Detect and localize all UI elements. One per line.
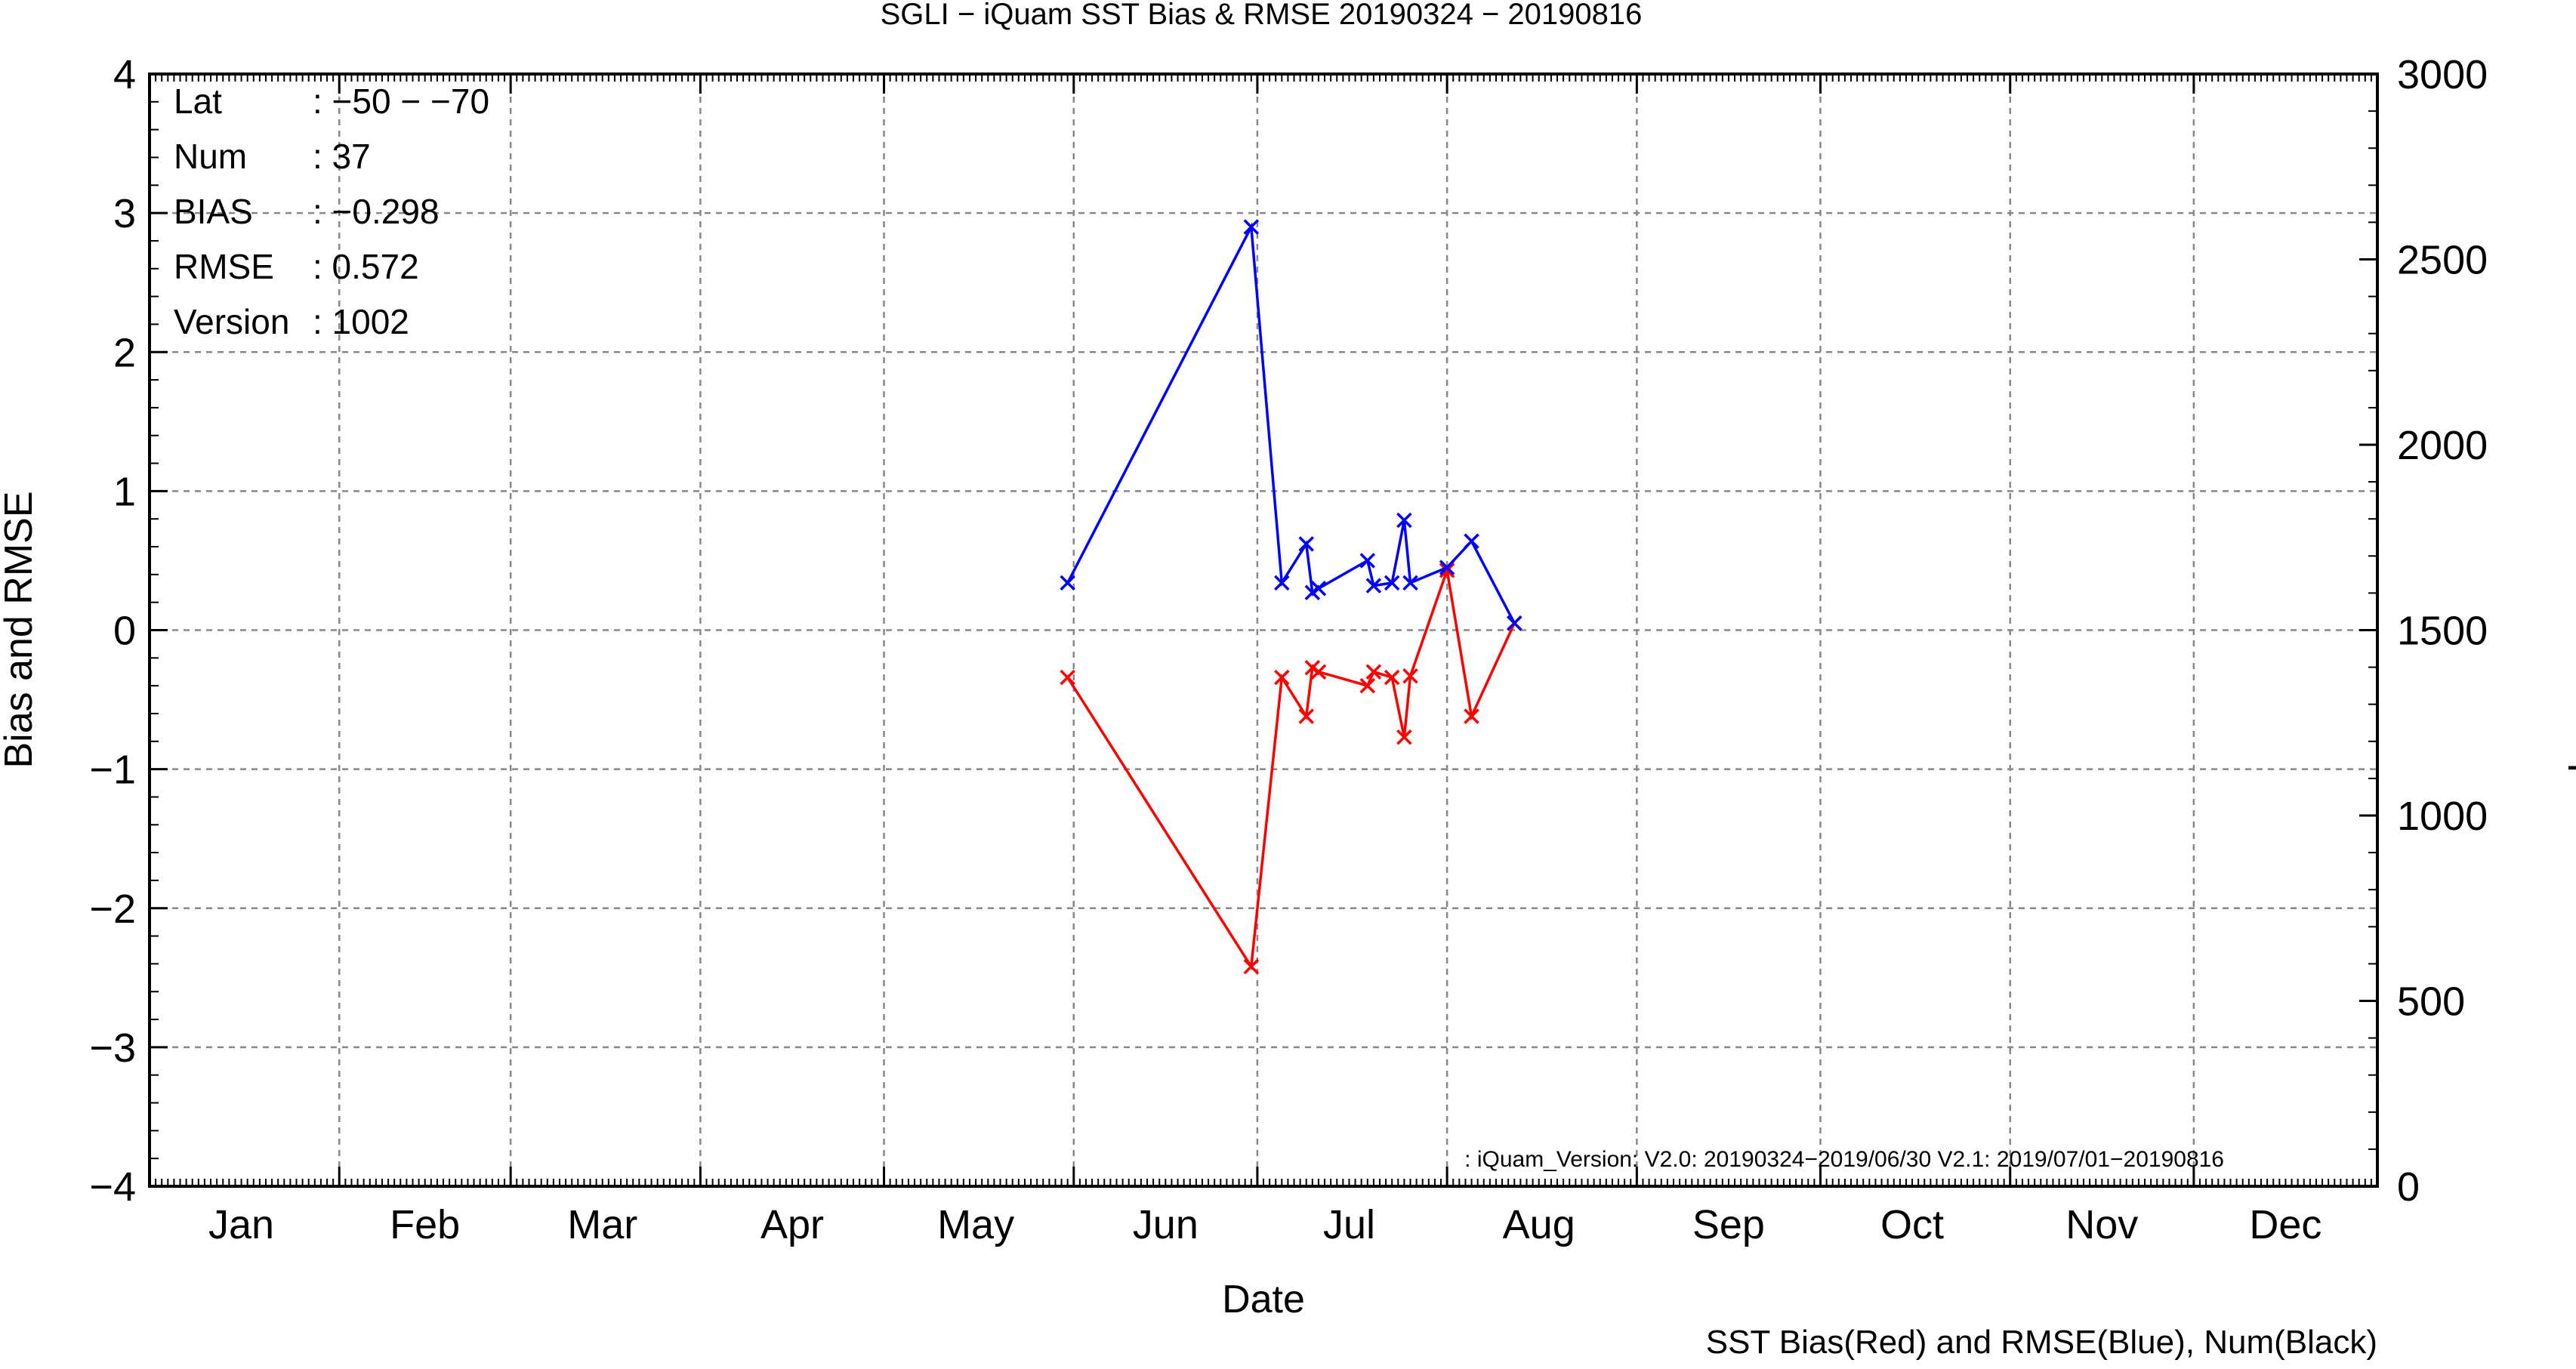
data-point-bias [1439,563,1455,578]
y-tick-label: −1 [89,748,136,793]
y2-tick-label: 2500 [2397,238,2488,283]
data-point-rmse [1243,219,1260,235]
y-axis-label: Bias and RMSE [0,491,41,768]
y-tick-label: −4 [89,1164,136,1210]
series-line-rmse [1066,222,1516,624]
axis-ticks [148,72,2377,1188]
data-point-rmse [1359,553,1376,569]
y2-tick-label: 3000 [2397,52,2488,97]
data-point-bias [1274,669,1290,686]
data-point-rmse [1310,581,1327,597]
stats-value: : 1002 [313,302,409,341]
data-point-rmse [1396,512,1412,529]
x-tick-label: Sep [1692,1202,1765,1247]
y2-tick-label: 1500 [2397,609,2488,654]
x-tick-label: Jan [208,1202,274,1247]
x-tick-label: May [937,1202,1014,1247]
data-point-rmse [1507,615,1522,631]
x-tick-label: Jul [1323,1202,1375,1247]
data-point-bias [1384,669,1400,686]
y-tick-label: 0 [113,609,136,654]
data-point-rmse [1060,575,1075,591]
series-layer [1060,219,1522,975]
x-tick-label: Feb [390,1202,460,1247]
series-rmse [1060,219,1522,631]
data-point-rmse [1384,575,1400,591]
series-line-bias [1066,569,1516,971]
stats-box: Lat : −50 − −70 Num : 37 BIAS : −0.298 RMSE : 0… [174,82,489,341]
stats-value: : 0.572 [313,247,419,286]
y-tick-label: −3 [89,1025,136,1071]
x-axis-label: Date [1222,1278,1305,1321]
y-tick-label: 3 [113,191,136,236]
y-tick-label: 2 [113,330,136,375]
data-point-rmse [1298,536,1314,552]
data-point-rmse [1365,578,1382,594]
x-tick-label: Apr [760,1202,824,1247]
data-point-bias [1243,958,1260,975]
plot-area [148,72,2379,1188]
y-tick-label: 4 [113,52,136,97]
series-bias [1060,563,1522,975]
y2-tick-label: 500 [2397,979,2465,1025]
stats-key: Version [174,302,289,341]
data-point-rmse [1274,575,1290,591]
y-tick-label: 1 [113,469,136,514]
y2-tick-label: 1000 [2397,794,2488,839]
x-tick-label: Jun [1133,1202,1199,1247]
data-point-rmse [1402,575,1418,591]
data-point-rmse [1439,560,1455,575]
y2-tick-label: 0 [2397,1164,2420,1210]
data-point-bias [1396,729,1412,745]
iquam-version-note: : iQuam_Version: V2.0: 20190324−2019/06/… [1464,1147,2224,1172]
data-point-rmse [1464,533,1479,549]
data-point-bias [1310,664,1327,680]
stats-value: : 37 [313,137,371,176]
x-tick-label: Aug [1503,1202,1575,1247]
stats-key: Num [174,137,247,176]
y2-tick-label: 2000 [2397,423,2488,468]
data-point-bias [1298,708,1314,724]
data-point-bias [1365,664,1382,680]
stats-value: : −0.298 [313,192,440,231]
x-tick-label: Nov [2065,1202,2138,1247]
stats-value: : −50 − −70 [313,82,489,121]
stats-key: RMSE [174,247,274,286]
y-tick-label: −2 [89,886,136,932]
data-point-bias [1464,708,1479,724]
data-point-bias [1402,668,1418,684]
data-point-bias [1359,677,1376,694]
y2-axis-label: Num of Match−up [2568,474,2576,785]
y2-tick-labels: 3000 2500 2000 1500 1000 500 0 [2397,52,2488,1210]
x-tick-labels: Jan Feb Mar Apr May Jun Jul Aug Sep Oct Nov Dec [208,1202,2321,1247]
x-tick-label: Oct [1880,1202,1944,1247]
stats-key: Lat [174,82,222,121]
grid-lines [150,74,2377,1186]
stats-key: BIAS [174,192,253,231]
x-tick-label: Dec [2249,1202,2321,1247]
x-tick-label: Mar [567,1202,637,1247]
chart-title: SGLI − iQuam SST Bias & RMSE 20190324 − … [881,0,1643,31]
y-tick-labels: 4 3 2 1 0 −1 −2 −3 −4 [89,52,136,1210]
data-point-bias [1060,669,1075,686]
chart-footer: SST Bias(Red) and RMSE(Blue), Num(Black) [1706,1324,2377,1361]
